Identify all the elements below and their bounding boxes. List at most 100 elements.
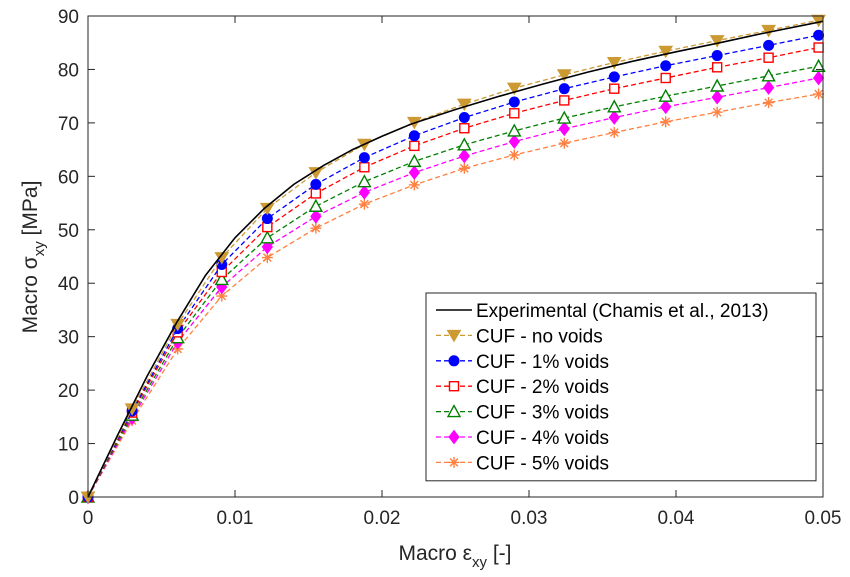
legend-marker [448, 429, 460, 445]
series-5-point [558, 121, 570, 137]
series-4-point [308, 198, 324, 212]
series-2-point [310, 178, 322, 190]
series-2-point [508, 96, 520, 108]
series-6-point [608, 127, 620, 139]
x-tick-label: 0 [83, 508, 94, 529]
x-tick-label: 0.05 [805, 508, 842, 529]
series-5-point [711, 89, 723, 105]
axes: 0 0.01 0.02 0.03 0.04 0.05 0 10 20 30 40 50 60 70 80 90 [58, 7, 842, 529]
series-3-point [359, 162, 370, 173]
series-3-point [559, 95, 570, 106]
series-4-point [658, 88, 673, 102]
series-6-point [660, 116, 672, 128]
series-5-point [408, 165, 420, 180]
series-5-point [608, 110, 620, 125]
legend-entry: CUF - 4% voids [436, 428, 609, 449]
series-3-point [409, 140, 420, 152]
series-2-point [763, 39, 775, 51]
legend-box [425, 292, 817, 482]
series-3-point [763, 52, 774, 63]
series-6-point [711, 106, 723, 118]
series-2-point [408, 130, 420, 142]
series-1-point [506, 82, 522, 96]
series-5-point [261, 239, 273, 255]
legend-marker [446, 329, 462, 343]
series-5-point [358, 185, 370, 200]
axes-box [87, 15, 824, 498]
x-tick-label: 0.04 [658, 508, 695, 529]
y-tick-label: 10 [58, 435, 79, 456]
series-4-point [457, 137, 472, 151]
legend-entry: CUF - no voids [436, 326, 603, 347]
x-tick-label: 0.03 [511, 508, 548, 529]
y-tick-label: 90 [58, 7, 79, 28]
y-tick-label: 20 [58, 381, 79, 402]
series-4-point [357, 174, 372, 188]
series-2-point [558, 83, 570, 95]
series-6-point [508, 149, 520, 161]
series-2-point [711, 50, 723, 62]
series-5-point [812, 70, 825, 86]
legend-entry: CUF - 5% voids [436, 453, 609, 474]
legend-entry: CUF - 2% voids [436, 377, 609, 398]
series-5-point [508, 134, 520, 149]
series-6-line [87, 93, 819, 498]
y-tick-label: 50 [58, 221, 79, 242]
series-2-point [660, 60, 672, 72]
legend-label: CUF - 2% voids [476, 377, 609, 398]
y-tick-label: 80 [58, 60, 79, 81]
series-1-point [658, 45, 674, 59]
legend-label: Experimental (Chamis et al., 2013) [476, 301, 769, 322]
series-5-point [458, 148, 470, 164]
y-axis-label: Macro σxy [MPa] [19, 181, 48, 334]
series-6-point [310, 222, 322, 234]
series-1-point [556, 69, 572, 82]
series-5-point [660, 99, 672, 115]
series-4-point [761, 68, 776, 82]
legend-label: CUF - 3% voids [476, 403, 609, 424]
series-2-line [87, 34, 819, 498]
x-tick-label: 0.02 [364, 508, 401, 529]
series-4-point [407, 153, 422, 168]
series-0-line [87, 20, 824, 498]
legend-entry: Experimental (Chamis et al., 2013) [436, 301, 769, 322]
legend-marker [448, 381, 460, 392]
series-6-point [358, 198, 370, 210]
series-4-point [260, 230, 275, 244]
series-3-point [660, 72, 671, 84]
series-3-point [509, 108, 520, 119]
series-6-point [813, 88, 825, 100]
legend-marker [446, 404, 462, 418]
series-4-point [709, 78, 725, 92]
series-3-point [310, 188, 322, 199]
series-5-line [87, 77, 819, 498]
series-6-point [458, 162, 470, 174]
legend-label: CUF - 4% voids [476, 428, 609, 449]
series-3-point [711, 62, 723, 73]
legend-label: CUF - 1% voids [476, 352, 609, 373]
series-4-point [214, 272, 229, 286]
series-1-point [709, 35, 725, 48]
legend: Experimental (Chamis et al., 2013) CUF - … [425, 292, 817, 482]
y-tick-label: 0 [68, 488, 79, 509]
series-6-point [558, 137, 570, 149]
legend-label: CUF - 5% voids [476, 453, 609, 474]
series-4-point [811, 58, 826, 72]
legend-marker [448, 355, 460, 367]
series-2-point [358, 152, 370, 164]
y-tick-label: 60 [58, 167, 79, 188]
series-2-point [458, 112, 470, 124]
legend-label: CUF - no voids [476, 326, 603, 347]
series-4-point [557, 110, 572, 124]
legend-entry: CUF - 3% voids [436, 403, 609, 424]
series-5-point [310, 209, 322, 224]
series-5-point [762, 80, 775, 95]
series-6-point [408, 179, 420, 191]
series-3-point [609, 83, 620, 94]
series-4-point [607, 99, 622, 113]
plot-area [80, 14, 826, 505]
x-tick-label: 0.01 [217, 508, 254, 529]
series-6-point [261, 252, 273, 264]
